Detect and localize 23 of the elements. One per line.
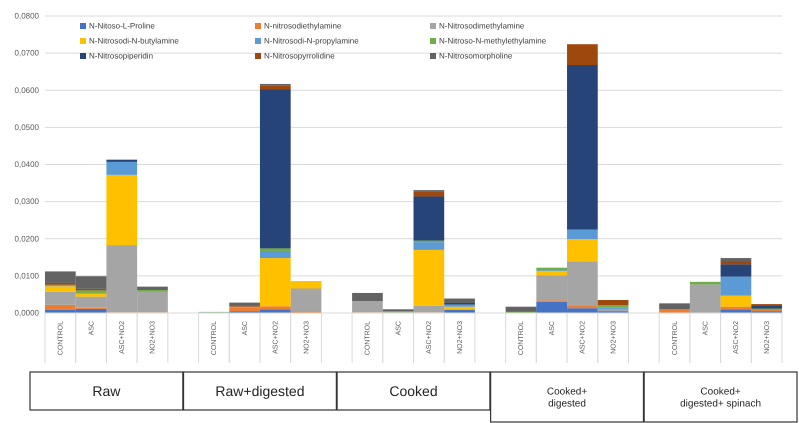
text: Raw+digested <box>215 382 305 399</box>
legend-label: N-Nitrosomorpholine <box>439 52 513 61</box>
legend-label: N-Nitroso-N-methylethylamine <box>439 36 547 46</box>
legend-label: N-Nitrosodimethylamine <box>439 22 525 31</box>
text: Raw <box>92 382 122 399</box>
y-tick-label: 0,0700 <box>14 48 40 58</box>
y-tick-label: 0,0400 <box>14 160 40 170</box>
text: Cooked+ digested <box>546 386 588 410</box>
y-tick-label: 0,0200 <box>14 234 40 244</box>
legend-label: N-Nitrosopyrrolidine <box>264 52 336 61</box>
legend-label: N-Nitrosopiperidin <box>89 52 154 61</box>
legend-label: N-Nitoso-L-Proline <box>89 22 156 31</box>
y-tick-label: 0,0000 <box>14 308 40 318</box>
legend-label: N-Nitrosodi-N-butylamine <box>89 36 180 46</box>
legend-label: N-nitrosodiethylamine <box>264 22 342 31</box>
y-tick-label: 0,0300 <box>14 197 40 206</box>
y-tick-label: 0,0600 <box>14 86 40 95</box>
y-tick-label: 0,0100 <box>14 271 40 280</box>
legend-label: N-Nitrosodi-N-propylamine <box>264 36 360 46</box>
text: Cooked+ digested+ spinach <box>680 386 762 410</box>
text: Cooked <box>389 382 438 399</box>
y-tick-label: 0,0500 <box>14 122 40 132</box>
y-tick-label: 0,0800 <box>14 12 40 21</box>
